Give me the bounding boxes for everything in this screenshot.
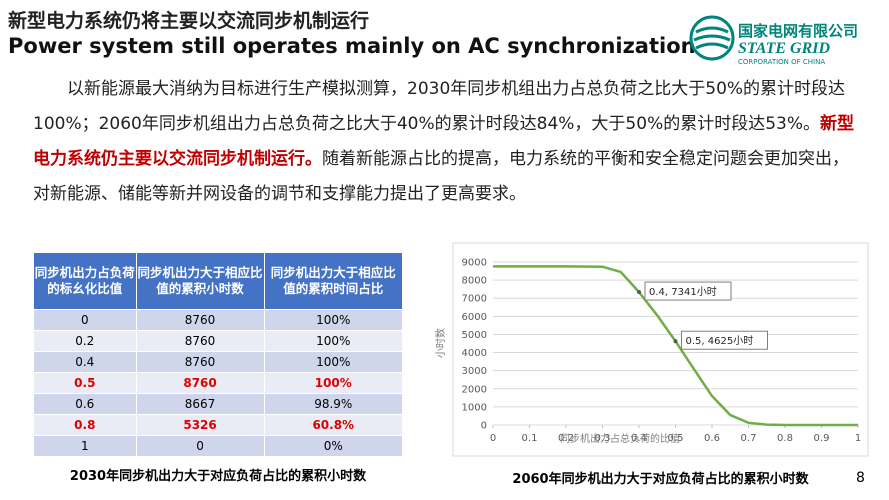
table-row: 0.4 8760 100% (33, 351, 404, 373)
y-tick-label: 3000 (462, 366, 487, 377)
text-run: 以新能源最大消纳为目标进行生产模拟测算，2030年同步机组出力占总负荷之比大于5… (33, 79, 846, 134)
table-caption: 2030年同步机出力大于对应负荷占比的累积小时数 (69, 469, 367, 484)
y-tick-label: 7000 (462, 294, 487, 305)
logo-icon (689, 15, 735, 61)
annotation-box (644, 281, 732, 301)
y-tick-label: 0 (481, 421, 487, 432)
y-tick-label: 8000 (462, 276, 487, 287)
y-tick-label: 2000 (462, 384, 487, 395)
chart-caption: 2060年同步机出力大于对应负荷占比的累积小时数 (512, 472, 809, 487)
table-cell: 5326 (135, 414, 265, 436)
table-cell: 98.9% (263, 393, 404, 415)
table: 同步机出力占负荷的标幺化比值 同步机出力大于相应比值的累积小时数 同步机出力大于相应… (33, 252, 404, 457)
title-cn: 新型电力系统仍将主要以交流同步机制运行 (8, 10, 370, 32)
table-cell: 1 (33, 435, 137, 457)
table-cell: 8760 (135, 330, 265, 352)
text-run: 随着新能源占比的提高，电力系统的平衡和安全稳定问题会更加突出，对新能源、储能等新… (33, 149, 849, 204)
table-cell: 0 (135, 435, 265, 457)
annotation-point (637, 290, 641, 295)
y-tick-label: 5000 (462, 330, 487, 341)
x-tick-label: 0.1 (522, 433, 538, 444)
y-tick-label: 1000 (462, 402, 487, 413)
table-cell: 100% (263, 351, 404, 373)
logo-subtitle: CORPORATION OF CHINA (738, 58, 826, 66)
x-tick-label: 1 (855, 433, 861, 444)
y-axis-title: 小时数 (434, 328, 447, 358)
table-cell: 60.8% (263, 414, 404, 436)
x-tick-label: 0.9 (814, 433, 830, 444)
table-cell: 0 (33, 309, 137, 331)
x-tick-label: 0.6 (704, 433, 720, 444)
paragraph: 以新能源最大消纳为目标进行生产模拟测算，2030年同步机组出力占总负荷之比大于5… (33, 72, 863, 212)
x-tick-label: 0.5 (668, 433, 684, 444)
title-en: Power system still operates mainly on AC… (8, 34, 696, 58)
table-cell: 8760 (135, 309, 265, 331)
x-tick-label: 0.2 (558, 433, 574, 444)
header-row: 同步机出力占负荷的标幺化比值 同步机出力大于相应比值的累积小时数 同步机出力大于相应… (33, 252, 404, 310)
y-tick-label: 4000 (462, 348, 487, 359)
logo-en: STATE GRID (738, 40, 831, 57)
table-cell: 0% (263, 435, 404, 457)
x-tick-label: 0 (490, 433, 496, 444)
x-tick-label: 0.7 (741, 433, 757, 444)
header-cell: 同步机出力大于相应比值的累积小时数 (135, 252, 265, 310)
x-axis-title: 同步机出力占总负荷的比值 (560, 432, 680, 445)
logo-cn: 国家电网有限公司 (738, 22, 859, 40)
table-row: 1 0 0% (33, 435, 404, 457)
annotation-box (681, 330, 768, 350)
table-cell: 100% (263, 372, 404, 394)
table-cell: 0.4 (33, 351, 137, 373)
page-number: 8 (856, 470, 865, 486)
chart-frame (452, 242, 869, 457)
x-tick-label: 0.4 (631, 433, 647, 444)
text-run: 新型电力系统仍主要以交流同步机制运行。 (33, 114, 855, 169)
annotation-point (673, 339, 678, 344)
table-cell: 100% (263, 309, 404, 331)
table-row: 0.8 5326 60.8% (33, 414, 404, 436)
table-row: 0.6 8667 98.9% (33, 393, 404, 415)
table-cell: 0.5 (33, 372, 137, 394)
y-tick-label: 6000 (462, 312, 487, 323)
x-tick-label: 0.3 (595, 433, 611, 444)
table-cell: 8760 (135, 351, 265, 373)
x-tick-label: 0.8 (777, 433, 793, 444)
y-tick-label: 9000 (462, 258, 487, 269)
header-cell: 同步机出力占负荷的标幺化比值 (33, 252, 137, 310)
line-series (493, 265, 858, 427)
annotation-text: 0.5, 4625小时 (686, 335, 754, 347)
annotation-text: 0.4, 7341小时 (649, 286, 717, 298)
header-cell: 同步机出力大于相应比值的累积时间占比 (263, 252, 404, 310)
table-row: 0 8760 100% (33, 309, 404, 331)
table-cell: 0.8 (33, 414, 137, 436)
